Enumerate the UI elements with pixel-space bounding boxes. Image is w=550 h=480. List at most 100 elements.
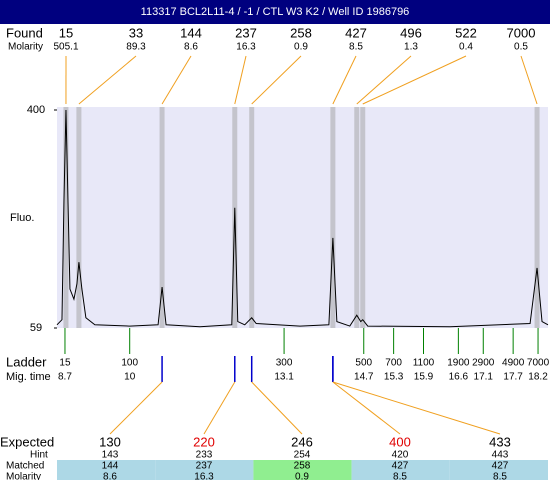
found-connector [362, 55, 467, 105]
found-molarity: 8.6 [184, 42, 198, 53]
ladder-size: 1100 [413, 358, 435, 369]
peak-band [360, 107, 366, 328]
ladder-time: 15.3 [384, 372, 404, 383]
expected-value: 400 [389, 434, 411, 449]
found-molarity-label: Molarity [8, 42, 43, 53]
hint-value: 254 [294, 450, 311, 461]
hint-value: 420 [392, 450, 409, 461]
ladder-size: 100 [121, 358, 138, 369]
ladder-size: 4900 [502, 358, 525, 369]
matched-value: 237 [196, 461, 213, 472]
matched-value: 144 [102, 461, 119, 472]
ladder-label: Ladder [6, 354, 47, 369]
ladder-size: 2900 [472, 358, 495, 369]
found-connector [78, 55, 137, 105]
found-connector [161, 55, 192, 105]
molarity-value: 8.6 [103, 472, 117, 480]
matched-cell [57, 460, 156, 480]
found-size: 33 [129, 25, 143, 40]
ladder-time: 17.1 [474, 372, 494, 383]
title-bar [0, 0, 550, 24]
found-size: 258 [290, 25, 312, 40]
found-molarity: 0.4 [459, 42, 473, 53]
expected-label: Expected [0, 434, 54, 449]
matched-value: 258 [294, 461, 311, 472]
ladder-size: 700 [385, 358, 402, 369]
found-size: 237 [235, 25, 257, 40]
ladder-time: 14.7 [354, 372, 374, 383]
y-axis-label: Fluo. [10, 212, 34, 224]
hint-label: Hint [30, 450, 48, 461]
peak-band [534, 107, 540, 328]
matched-cell [253, 460, 352, 480]
peak-band [354, 107, 360, 328]
matched-label: Matched [6, 461, 44, 472]
expected-connector [332, 381, 401, 435]
found-size: 144 [180, 25, 202, 40]
y-tick-label: 400 [27, 104, 45, 116]
hint-value: 143 [102, 450, 119, 461]
y-tick-label: 59 [30, 322, 42, 334]
ladder-time: 10 [124, 372, 136, 383]
expected-value: 246 [291, 434, 313, 449]
matched-cell [449, 460, 548, 480]
molarity-value: 0.9 [295, 472, 309, 480]
molarity-value: 8.5 [493, 472, 507, 480]
found-size: 427 [345, 25, 367, 40]
hint-value: 443 [492, 450, 509, 461]
ladder-size: 500 [355, 358, 372, 369]
expected-value: 130 [99, 434, 121, 449]
peak-band [330, 107, 336, 328]
hint-value: 233 [196, 450, 213, 461]
molarity-value: 8.5 [393, 472, 407, 480]
found-label: Found [6, 25, 43, 40]
ladder-size: 300 [276, 358, 293, 369]
matched-cell [351, 460, 450, 480]
found-connector [234, 55, 247, 105]
ladder-size: 7000 [527, 358, 550, 369]
found-molarity: 16.3 [236, 42, 256, 53]
found-size: 7000 [507, 25, 536, 40]
molarity-value: 16.3 [194, 472, 214, 480]
matched-cell [155, 460, 254, 480]
expected-connector [203, 381, 236, 435]
expected-value: 433 [489, 434, 511, 449]
found-molarity: 8.5 [349, 42, 363, 53]
found-molarity: 89.3 [126, 42, 146, 53]
ladder-time: 16.6 [449, 372, 469, 383]
ladder-time: 17.7 [503, 372, 523, 383]
found-connector [332, 55, 357, 105]
ladder-time: 18.2 [528, 372, 548, 383]
ladder-size: 15 [59, 358, 71, 369]
title: 113317 BCL2L11-4 / -1 / CTL W3 K2 / Well… [141, 6, 410, 18]
found-molarity: 0.5 [514, 42, 528, 53]
trace-line [56, 109, 549, 328]
plot-area [57, 107, 548, 328]
peak-band [63, 107, 69, 328]
ladder-time: 8.7 [58, 372, 72, 383]
peak-band [159, 107, 165, 328]
peak-band [249, 107, 255, 328]
mig-time-label: Mig. time [6, 371, 51, 383]
expected-connector [109, 381, 163, 435]
expected-connector [251, 381, 303, 435]
molarity-label: Molarity [6, 472, 41, 480]
peak-band [76, 107, 82, 328]
found-connector [251, 55, 302, 105]
found-size: 496 [400, 25, 422, 40]
found-connector [356, 55, 412, 105]
matched-value: 427 [392, 461, 409, 472]
expected-connector [332, 381, 501, 435]
ladder-time: 13.1 [274, 372, 294, 383]
ladder-time: 15.9 [414, 372, 434, 383]
found-molarity: 1.3 [404, 42, 418, 53]
found-size: 522 [455, 25, 477, 40]
found-molarity: 0.9 [294, 42, 308, 53]
found-molarity: 505.1 [53, 42, 78, 53]
found-size: 15 [59, 25, 73, 40]
ladder-size: 1900 [447, 358, 470, 369]
matched-value: 427 [492, 461, 509, 472]
expected-value: 220 [193, 434, 215, 449]
found-connector [520, 55, 538, 105]
